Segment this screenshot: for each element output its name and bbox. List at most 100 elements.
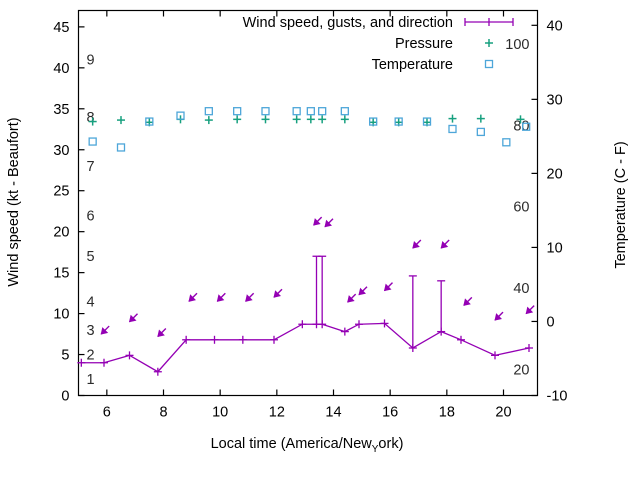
temperature-marker <box>422 117 432 126</box>
temperature-marker <box>176 111 185 120</box>
bottom-tick-label: 10 <box>212 405 228 421</box>
right-tick-label: 20 <box>547 166 563 182</box>
temperature-marker <box>476 127 485 137</box>
right-tick-label: 10 <box>547 240 563 256</box>
wind-direction-arrow <box>128 313 138 323</box>
temperature-marker <box>448 124 457 134</box>
temperature-marker <box>306 107 315 116</box>
wind-direction-arrow <box>383 282 393 292</box>
temperature-marker <box>233 107 242 116</box>
wind-direction-arrow <box>358 286 368 296</box>
left-tick-label: 20 <box>53 225 69 241</box>
bottom-tick-label: 20 <box>495 405 511 421</box>
left-tick-label: 5 <box>61 348 69 364</box>
temperature-marker <box>394 117 403 126</box>
wind-direction-arrow <box>188 292 198 302</box>
left-tick-label: 35 <box>53 102 69 118</box>
pressure-marker <box>204 116 213 125</box>
temperature-marker <box>292 107 301 116</box>
left-axis-ticks: 0 5 10 15 20 25 30 35 40 45 <box>53 20 85 405</box>
wind-direction-arrow <box>216 292 226 302</box>
left-tick-label: 40 <box>53 61 69 77</box>
pressure-marker <box>88 117 97 126</box>
wind-direction-arrow <box>463 296 473 306</box>
pressure-marker <box>516 115 525 124</box>
legend-label: Pressure <box>395 36 453 52</box>
temperature-marker <box>340 107 349 116</box>
fahrenheit-scale-labels: 20 40 60 80 100 <box>505 37 529 379</box>
legend-label: Temperature <box>372 57 453 73</box>
fahrenheit-label: 100 <box>505 37 529 53</box>
beaufort-label: 5 <box>87 249 95 265</box>
left-tick-label: 45 <box>53 20 69 36</box>
beaufort-label: 7 <box>87 159 95 175</box>
pressure-marker <box>306 115 315 124</box>
beaufort-label: 4 <box>87 294 95 310</box>
bottom-axis-title-post: ork) <box>378 436 403 452</box>
bottom-tick-label: 12 <box>269 405 285 421</box>
bottom-tick-label: 16 <box>382 405 398 421</box>
left-tick-label: 25 <box>53 184 69 200</box>
pressure-marker <box>448 114 457 123</box>
legend-entry[interactable]: Pressure <box>395 36 493 52</box>
bottom-axis-ticks: 6 8 10 12 14 16 18 20 <box>103 10 512 421</box>
temperature-series <box>88 107 531 152</box>
bottom-tick-label: 6 <box>103 405 111 421</box>
temperature-marker <box>502 138 511 147</box>
beaufort-scale-labels: 1 2 3 4 5 6 7 8 9 <box>87 53 95 388</box>
legend-swatch-square <box>484 59 494 69</box>
left-tick-label: 15 <box>53 266 69 282</box>
right-tick-label: 40 <box>547 18 563 34</box>
right-axis-title: Temperature (C - F) <box>613 141 629 268</box>
fahrenheit-label: 60 <box>513 200 529 216</box>
left-axis-title: Wind speed (kt - Beaufort) <box>6 117 22 286</box>
wind-direction-arrow <box>494 311 504 321</box>
wind-direction-arrow <box>100 325 110 335</box>
beaufort-label: 6 <box>87 208 95 224</box>
fahrenheit-label: 20 <box>513 363 529 379</box>
temperature-marker <box>116 143 126 152</box>
right-tick-label: 30 <box>547 92 563 108</box>
temperature-marker <box>318 107 327 116</box>
right-axis-ticks: -10 0 10 20 30 40 <box>531 18 568 405</box>
wind-direction-arrow <box>313 216 323 226</box>
wind-direction-arrow <box>525 305 535 315</box>
pressure-marker <box>292 115 301 124</box>
plot-frame <box>77 9 539 397</box>
beaufort-label: 8 <box>87 110 95 126</box>
wind-direction-arrow <box>412 239 422 249</box>
temperature-marker <box>369 117 378 126</box>
legend-entry[interactable]: Temperature <box>372 57 494 73</box>
temperature-marker <box>261 107 270 116</box>
bottom-axis-title: Local time (America/NewYork) <box>211 436 404 455</box>
right-tick-label: -10 <box>547 389 568 405</box>
right-tick-label: 0 <box>547 314 555 330</box>
pressure-marker <box>340 115 349 124</box>
left-tick-label: 30 <box>53 143 69 159</box>
bottom-tick-label: 18 <box>439 405 455 421</box>
left-tick-label: 10 <box>53 307 69 323</box>
wind-direction-arrow <box>440 239 450 249</box>
wind-direction-arrow <box>157 328 167 338</box>
wind-direction-arrows <box>100 216 535 338</box>
legend-entry[interactable]: Wind speed, gusts, and direction <box>243 15 514 31</box>
wind-direction-arrow <box>245 292 255 302</box>
temperature-marker <box>88 137 97 146</box>
fahrenheit-label: 80 <box>513 118 529 134</box>
temperature-marker <box>522 122 531 131</box>
legend-label: Wind speed, gusts, and direction <box>243 15 453 31</box>
pressure-marker <box>476 114 485 123</box>
beaufort-label: 2 <box>87 348 95 364</box>
left-tick-label: 0 <box>61 389 69 405</box>
bottom-axis-title-pre: Local time (America/New <box>211 436 373 452</box>
wind-speed-series <box>77 255 533 376</box>
beaufort-label: 9 <box>87 53 95 69</box>
wind-direction-arrow <box>273 288 283 298</box>
bottom-axis-title-subscript: Y <box>372 444 379 455</box>
plot-border <box>77 9 539 397</box>
beaufort-label: 3 <box>87 323 95 339</box>
bottom-tick-label: 14 <box>325 405 341 421</box>
